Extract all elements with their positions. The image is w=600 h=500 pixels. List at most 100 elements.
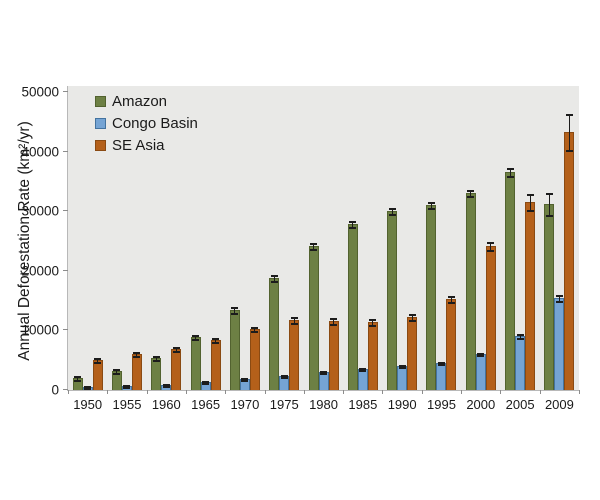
error-bar-cap-bottom bbox=[526, 210, 534, 212]
bar-group-1965: 1965 bbox=[186, 86, 225, 412]
error-bar-cap-bottom bbox=[270, 281, 278, 283]
error-bar-cap-bottom bbox=[113, 373, 121, 375]
error-bar bbox=[519, 335, 521, 339]
error-bar-cap-top bbox=[427, 202, 435, 204]
x-tick-mark bbox=[146, 390, 148, 394]
x-tick-mark bbox=[382, 390, 384, 394]
x-tick-mark bbox=[500, 390, 502, 394]
x-tick-label: 1990 bbox=[387, 397, 417, 412]
error-bar-cap-top bbox=[202, 381, 210, 383]
bar-congo-basin-1950 bbox=[82, 386, 93, 390]
error-bar-cap-bottom bbox=[369, 325, 377, 327]
error-bar-cap-bottom bbox=[152, 360, 160, 362]
bar-group-1955: 1955 bbox=[107, 86, 146, 412]
bar-amazon-1995 bbox=[426, 202, 437, 390]
error-bar-cap-top bbox=[123, 385, 131, 387]
x-tick-label: 1960 bbox=[151, 397, 181, 412]
error-bar-cap-bottom bbox=[398, 367, 406, 369]
error-bar-cap-top bbox=[330, 318, 338, 320]
bar-congo-basin-1975 bbox=[279, 375, 290, 390]
x-tick-mark bbox=[68, 390, 69, 394]
error-bar-cap-top bbox=[447, 296, 455, 298]
error-bar bbox=[313, 244, 315, 250]
error-bar-cap-bottom bbox=[565, 150, 573, 152]
error-bar-cap-bottom bbox=[467, 196, 475, 198]
error-bar-cap-top bbox=[212, 338, 220, 340]
bar-amazon-1965 bbox=[190, 335, 201, 390]
y-tick-mark bbox=[63, 91, 68, 92]
bar-se-asia-1970 bbox=[249, 327, 260, 390]
bar-congo-basin-2000 bbox=[475, 353, 486, 390]
error-bar-cap-top bbox=[467, 190, 475, 192]
error-bar-cap-top bbox=[437, 362, 445, 364]
bar-group-1950: 1950 bbox=[68, 86, 107, 412]
x-tick-label: 1985 bbox=[348, 397, 378, 412]
legend-label: Amazon bbox=[112, 93, 168, 110]
error-bar-cap-bottom bbox=[447, 302, 455, 304]
error-bar bbox=[372, 320, 374, 326]
legend-label: Congo Basin bbox=[112, 115, 198, 132]
x-tick-label: 1955 bbox=[112, 397, 142, 412]
bar-amazon-1990 bbox=[387, 208, 398, 390]
bar-amazon-1960 bbox=[151, 356, 162, 390]
error-bar bbox=[136, 353, 138, 357]
error-bar-cap-bottom bbox=[487, 250, 495, 252]
legend-item-congo-basin: Congo Basin bbox=[95, 115, 198, 132]
y-axis-title: Annual Deforestation Rate (km²/yr) bbox=[16, 121, 33, 361]
x-tick-label: 1950 bbox=[73, 397, 103, 412]
bar-se-asia-1975 bbox=[289, 317, 300, 390]
x-tick-mark bbox=[343, 390, 345, 394]
x-tick-mark bbox=[421, 390, 423, 394]
bar-congo-basin-1985 bbox=[357, 368, 368, 390]
y-tick-mark bbox=[63, 269, 68, 271]
bar-groups: 1950 1955 1960 1965 1970 1975 1980 1985 1990 1995… bbox=[68, 86, 579, 412]
x-tick-mark bbox=[264, 390, 266, 394]
bar-se-asia-1960 bbox=[171, 347, 182, 390]
bar-se-asia-1990 bbox=[407, 314, 418, 390]
error-bar bbox=[352, 222, 354, 228]
error-bar-cap-bottom bbox=[94, 362, 102, 364]
bar-se-asia-2000 bbox=[485, 242, 496, 390]
x-tick-label: 1970 bbox=[230, 397, 260, 412]
error-bar-cap-top bbox=[526, 194, 534, 196]
error-bar-cap-top bbox=[280, 375, 288, 377]
error-bar-cap-bottom bbox=[84, 388, 92, 390]
error-bar-cap-bottom bbox=[359, 370, 367, 372]
y-tick-mark bbox=[63, 210, 68, 212]
bar-congo-basin-2009 bbox=[554, 295, 565, 390]
x-tick-label: 2005 bbox=[505, 397, 535, 412]
bar-congo-basin-1990 bbox=[397, 365, 408, 390]
error-bar-cap-top bbox=[487, 242, 495, 244]
bar-group-1970: 1970 bbox=[225, 86, 264, 412]
error-bar-cap-bottom bbox=[437, 364, 445, 366]
error-bar-cap-bottom bbox=[202, 383, 210, 385]
error-bar-cap-bottom bbox=[477, 355, 485, 357]
y-tick-label: 40000 bbox=[21, 144, 59, 160]
error-bar-cap-top bbox=[74, 376, 82, 378]
x-tick-mark bbox=[461, 390, 463, 394]
bar-se-asia-1950 bbox=[92, 358, 103, 390]
bar-amazon-1980 bbox=[308, 243, 319, 390]
error-bar bbox=[273, 276, 275, 282]
error-bar-cap-bottom bbox=[251, 331, 259, 333]
error-bar-cap-bottom bbox=[506, 176, 514, 178]
bar-congo-basin-1960 bbox=[161, 384, 172, 390]
error-bar bbox=[175, 348, 177, 352]
error-bar bbox=[215, 339, 217, 343]
legend-swatch bbox=[95, 96, 106, 107]
error-bar bbox=[77, 377, 79, 381]
error-bar-cap-top bbox=[192, 335, 200, 337]
bar-congo-basin-2005 bbox=[515, 334, 526, 390]
bar-congo-basin-1995 bbox=[436, 362, 447, 390]
error-bar bbox=[470, 191, 472, 197]
error-bar bbox=[509, 169, 511, 177]
legend-swatch bbox=[95, 140, 106, 151]
bar-se-asia-1980 bbox=[328, 318, 339, 390]
x-tick-label: 2000 bbox=[466, 397, 496, 412]
x-tick-label: 1995 bbox=[427, 397, 456, 412]
error-bar-cap-top bbox=[369, 319, 377, 321]
bar-congo-basin-1980 bbox=[318, 371, 329, 390]
error-bar-cap-bottom bbox=[545, 215, 553, 217]
error-bar-cap-bottom bbox=[172, 351, 180, 353]
